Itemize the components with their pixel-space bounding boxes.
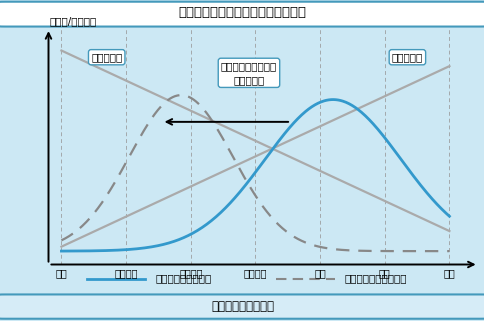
Text: フロントローディングのイメージ図: フロントローディングのイメージ図: [178, 6, 306, 20]
Text: 設計業務のピークを
前倒しする: 設計業務のピークを 前倒しする: [220, 61, 276, 85]
Text: コスト/リソース: コスト/リソース: [49, 16, 96, 26]
Text: 変更コスト: 変更コスト: [391, 52, 422, 62]
Text: 従来の設計プロセス: 従来の設計プロセス: [155, 273, 211, 284]
Text: 変更容易性: 変更容易性: [91, 52, 122, 62]
Text: プロジェクトの進捗: プロジェクトの進捗: [211, 300, 273, 313]
FancyBboxPatch shape: [0, 294, 484, 319]
Text: 理想的な設計プロセス: 理想的な設計プロセス: [344, 273, 406, 284]
FancyBboxPatch shape: [0, 2, 484, 27]
